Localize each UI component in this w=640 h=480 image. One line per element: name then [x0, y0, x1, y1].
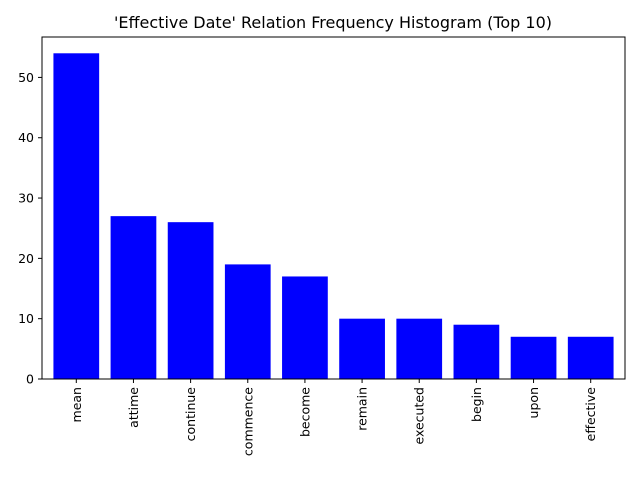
- y-tick-label: 30: [18, 191, 34, 206]
- bar-mean: [53, 53, 100, 379]
- x-tick-label: commence: [240, 387, 255, 456]
- x-tick-label: attime: [126, 387, 141, 428]
- bar-remain: [339, 318, 385, 379]
- bar-become: [282, 276, 328, 379]
- bar-effective: [567, 336, 614, 379]
- x-tick-label: continue: [183, 387, 198, 442]
- bar-commence: [224, 264, 271, 379]
- chart-title: 'Effective Date' Relation Frequency Hist…: [114, 13, 552, 32]
- x-tick-label: remain: [355, 387, 370, 431]
- x-tick-label: mean: [69, 387, 84, 422]
- y-tick-label: 0: [26, 372, 34, 387]
- y-tick-label: 20: [18, 251, 34, 266]
- y-tick-label: 10: [18, 311, 34, 326]
- bar-upon: [510, 336, 557, 379]
- bar-attime: [110, 216, 157, 379]
- plot-area: 0 10 20 30 40 50 mean attime continue commence bec…: [18, 36, 626, 456]
- y-tick-label: 40: [18, 130, 34, 145]
- bar-begin: [453, 324, 500, 379]
- bar-continue: [167, 222, 214, 379]
- x-tick-label: executed: [412, 387, 427, 445]
- x-tick-label: upon: [526, 387, 541, 418]
- x-tick-label: begin: [469, 387, 484, 422]
- x-tick-label: become: [297, 387, 312, 437]
- y-tick-label: 50: [18, 70, 34, 85]
- x-tick-label: effective: [583, 387, 598, 442]
- bar-executed: [396, 318, 443, 379]
- plot-frame: [41, 36, 626, 380]
